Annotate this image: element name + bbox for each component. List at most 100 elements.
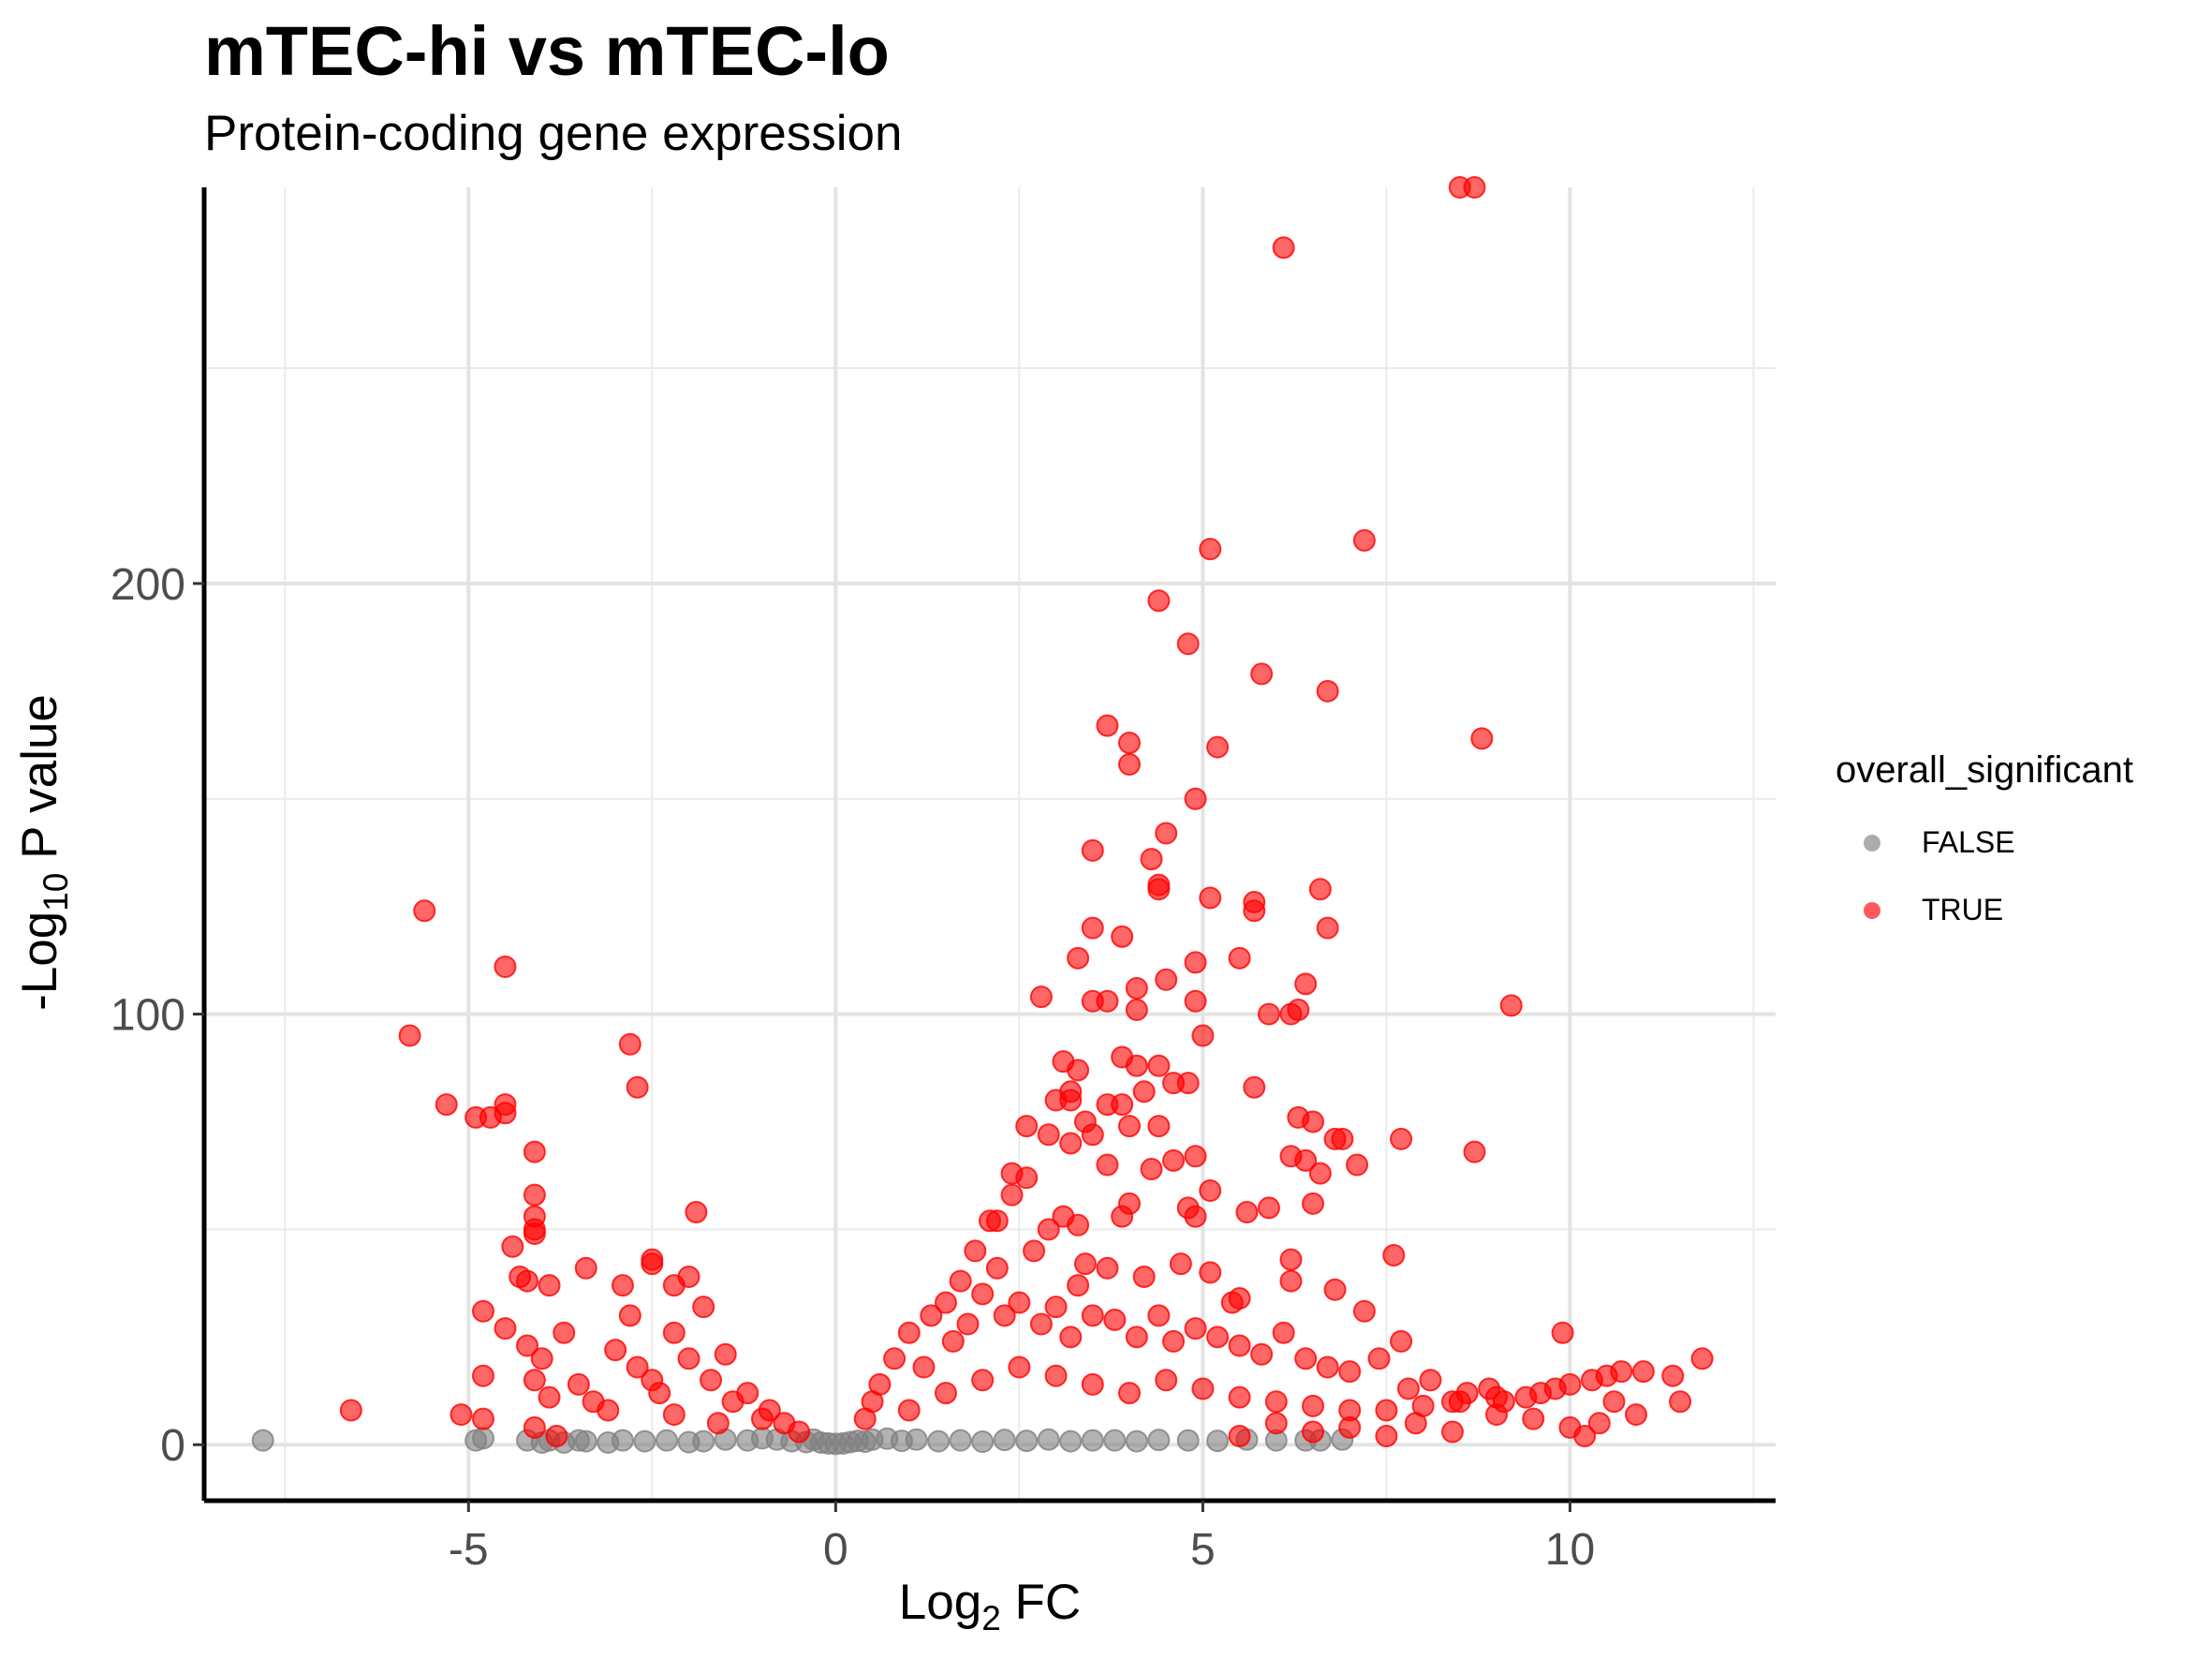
point-true [1228, 946, 1251, 970]
point-true [479, 1105, 502, 1129]
point-true [677, 1347, 700, 1370]
point-true [523, 1183, 546, 1207]
point-true [1044, 1089, 1068, 1112]
legend: overall_significant FALSE TRUE [1836, 749, 2173, 947]
point-true [949, 1269, 972, 1293]
point-true [750, 1407, 774, 1430]
point-true [912, 1355, 936, 1379]
point-true [1206, 1326, 1230, 1349]
point-true [1015, 1115, 1039, 1138]
major-gridlines [204, 187, 1776, 1501]
y-axis-label-rest: P value [12, 694, 67, 873]
point-true [714, 1342, 737, 1366]
point-false [574, 1429, 597, 1453]
point-false [1037, 1428, 1060, 1451]
point-true [1008, 1355, 1031, 1379]
point-true [1316, 1355, 1339, 1379]
point-true [1279, 1002, 1303, 1026]
point-true [398, 1024, 421, 1047]
point-true [1411, 1394, 1435, 1417]
point-true [662, 1321, 686, 1344]
point-true [1155, 822, 1178, 845]
point-true [1396, 1377, 1420, 1400]
point-true [1067, 946, 1090, 970]
x-axis-label-rest: FC [1001, 1575, 1081, 1630]
point-true [1302, 1420, 1325, 1444]
point-true [501, 1235, 524, 1258]
point-true [971, 1369, 995, 1392]
point-true [1558, 1372, 1582, 1396]
y-axis-label-sub: 10 [37, 873, 75, 911]
point-true [685, 1201, 708, 1224]
point-false [1147, 1429, 1171, 1452]
point-true [604, 1339, 627, 1362]
point-true [1419, 1369, 1442, 1392]
point-true [1125, 976, 1148, 1000]
point-true [1264, 1412, 1288, 1435]
point-true [721, 1390, 745, 1414]
y-axis-label-main: -Log [12, 911, 67, 1011]
point-true [471, 1299, 494, 1323]
point-false [1125, 1429, 1148, 1453]
point-true [1279, 1248, 1303, 1271]
point-true [1044, 1296, 1068, 1319]
point-true [1661, 1364, 1685, 1387]
point-true [1184, 787, 1207, 810]
point-true [1257, 1196, 1280, 1220]
point-true [1015, 1166, 1039, 1190]
point-true [618, 1304, 641, 1327]
point-true [648, 1382, 671, 1405]
point-true [897, 1321, 921, 1344]
point-true [1250, 1342, 1274, 1366]
point-true [1279, 1269, 1303, 1293]
point-true [1485, 1385, 1509, 1409]
point-true [1228, 1425, 1251, 1448]
point-true [597, 1399, 620, 1422]
point-false [692, 1429, 715, 1453]
point-true [1220, 1291, 1244, 1314]
point-true [1602, 1390, 1626, 1414]
point-true [1243, 1075, 1266, 1099]
point-false [633, 1429, 656, 1453]
point-true [920, 1304, 943, 1327]
point-true [1346, 1153, 1369, 1177]
point-true [1176, 1196, 1200, 1220]
point-true [1184, 1317, 1207, 1341]
point-true [1463, 1140, 1486, 1163]
point-true [1323, 1278, 1347, 1301]
point-true [1037, 1123, 1060, 1147]
point-true [1272, 236, 1295, 259]
point-true [1294, 1148, 1318, 1172]
point-true [1147, 1115, 1171, 1138]
point-true [523, 1222, 546, 1246]
point-true [516, 1269, 539, 1293]
point-true [1073, 1252, 1097, 1276]
point-true [1352, 1299, 1376, 1323]
point-true [1111, 1205, 1134, 1228]
x-tick-label: 10 [1545, 1525, 1595, 1575]
point-true [934, 1291, 957, 1314]
point-true [1162, 1148, 1186, 1172]
point-true [1140, 1158, 1163, 1181]
point-true [1096, 1256, 1119, 1280]
point-true [1000, 1183, 1024, 1207]
point-true [1147, 878, 1171, 901]
point-true [523, 1140, 546, 1163]
point-true [1302, 1110, 1325, 1133]
point-true [1125, 998, 1148, 1021]
point-true [1125, 1054, 1148, 1077]
point-true [1499, 994, 1523, 1017]
y-axis-label: -Log10 P value [12, 694, 75, 1011]
point-true [1096, 714, 1119, 737]
point-true [1169, 1252, 1192, 1276]
point-true [494, 955, 517, 979]
point-true [1067, 1059, 1090, 1082]
point-true [1155, 968, 1178, 991]
legend-item-false: FALSE [1836, 812, 2173, 880]
point-true [1081, 838, 1104, 862]
point-true [1367, 1347, 1391, 1370]
point-true [1140, 848, 1163, 871]
x-tick-label: 0 [823, 1525, 848, 1575]
point-true [1096, 1153, 1119, 1177]
point-true [1308, 878, 1332, 901]
